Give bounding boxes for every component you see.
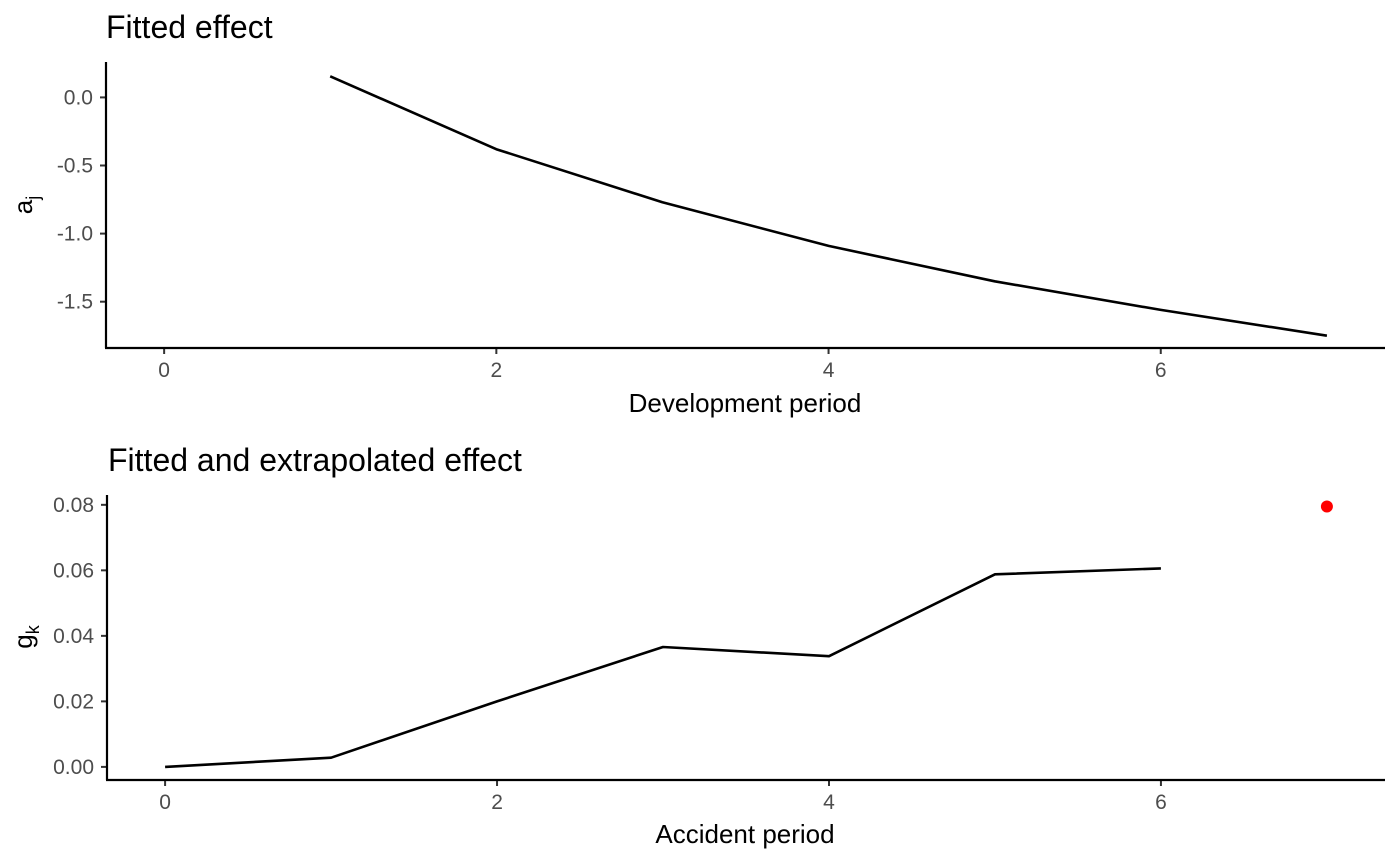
x-axis-title: Accident period	[655, 819, 834, 849]
axis-ticks: 0 2 4 6 0.08 0.06 0.04 0.02 0.00	[53, 494, 1167, 814]
y-tick-label: 0.04	[53, 625, 94, 648]
x-axis-title: Development period	[629, 388, 862, 418]
series-line	[329, 75, 1328, 337]
x-tick-label: 0	[158, 359, 170, 382]
x-tick-label: 6	[1155, 791, 1167, 814]
y-tick-label: -0.5	[57, 155, 93, 178]
y-axis-title: gk	[8, 624, 43, 648]
x-tick-label: 4	[823, 359, 835, 382]
chart-title: Fitted effect	[106, 9, 273, 45]
panel-fitted-extrapolated-effect: Fitted and extrapolated effect Accident …	[8, 442, 1385, 849]
extrapolated-point	[1320, 500, 1333, 513]
y-tick-label: -1.0	[57, 223, 93, 246]
x-tick-label: 4	[823, 791, 835, 814]
y-axis-title-subscript: j	[23, 196, 43, 201]
x-tick-label: 2	[491, 359, 503, 382]
chart-title: Fitted and extrapolated effect	[108, 442, 522, 478]
x-tick-label: 0	[159, 791, 171, 814]
series-line	[165, 567, 1161, 769]
plot-area	[329, 75, 1328, 337]
y-tick-label: 0.00	[53, 756, 94, 779]
y-axis-title-base: g	[8, 634, 38, 648]
y-tick-label: 0.06	[53, 559, 94, 582]
axis-ticks: 0 2 4 6 0.0 -0.5 -1.0 -1.5	[57, 86, 1167, 382]
x-tick-label: 2	[491, 791, 503, 814]
y-tick-label: 0.0	[64, 86, 93, 109]
x-tick-label: 6	[1155, 359, 1167, 382]
panel-fitted-effect: Fitted effect Development period aj 0 2 4 6…	[8, 9, 1385, 418]
y-tick-label: -1.5	[57, 291, 93, 314]
y-axis-title: aj	[8, 196, 43, 214]
y-axis-title-base: a	[8, 199, 38, 214]
y-axis-title-subscript: k	[23, 624, 43, 634]
y-tick-label: 0.02	[53, 690, 94, 713]
y-tick-label: 0.08	[53, 494, 94, 517]
plot-area	[165, 500, 1333, 769]
